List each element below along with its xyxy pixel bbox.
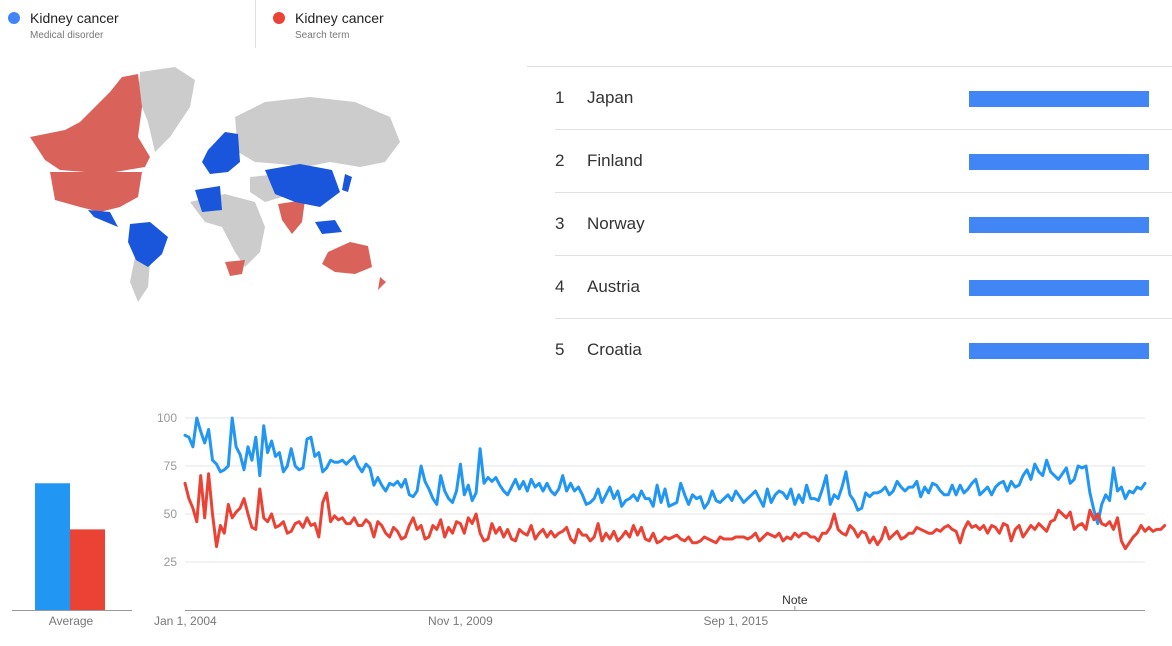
y-tick-label: 100 (157, 411, 177, 425)
legend-dot-red (273, 12, 285, 24)
legend-item-medical-disorder[interactable]: Kidney cancer Medical disorder (0, 0, 250, 48)
note-annotation[interactable]: Note (782, 593, 808, 607)
rank-value-bar (969, 217, 1149, 233)
average-chart: Average (12, 483, 132, 628)
rank-divider (555, 318, 1172, 319)
rank-country: Croatia (587, 340, 642, 359)
rank-value-bar (969, 154, 1149, 170)
rank-value-bar (969, 91, 1149, 107)
ranking-row[interactable]: 5 Croatia (555, 319, 1172, 382)
rank-divider (555, 255, 1172, 256)
x-tick-label: Sep 1, 2015 (703, 614, 768, 628)
average-label: Average (49, 614, 94, 628)
y-tick-label: 50 (164, 507, 178, 521)
rank-number: 4 (555, 277, 565, 296)
ranking-row[interactable]: 4 Austria (555, 256, 1172, 319)
map-red-regions (30, 74, 386, 290)
x-tick-label: Jan 1, 2004 (154, 614, 217, 628)
ranking-top-divider (527, 66, 1172, 67)
trend-chart[interactable]: 25 50 75 100 Jan 1, 2004 Nov 1, 2009 Sep 1, 20… (140, 380, 1172, 646)
ranking-row[interactable]: 1 Japan (555, 67, 1172, 130)
rank-divider (555, 192, 1172, 193)
legend-term: Kidney cancer (295, 10, 384, 26)
rank-divider (555, 129, 1172, 130)
rank-number: 3 (555, 214, 565, 233)
legend-type: Medical disorder (30, 30, 104, 41)
rank-number: 2 (555, 151, 565, 170)
world-map[interactable] (10, 62, 410, 307)
average-bar-2 (70, 529, 105, 610)
x-tick-label: Nov 1, 2009 (428, 614, 493, 628)
legend-item-search-term[interactable]: Kidney cancer Search term (265, 0, 515, 48)
rank-country: Japan (587, 88, 634, 107)
legend-separator (255, 0, 256, 48)
rank-country: Austria (587, 277, 640, 296)
y-tick-label: 75 (164, 459, 178, 473)
rank-number: 5 (555, 340, 565, 359)
ranking-row[interactable]: 3 Norway (555, 193, 1172, 256)
ranking-row[interactable]: 2 Finland (555, 130, 1172, 193)
series-line-1[interactable] (183, 416, 1147, 526)
legend-term: Kidney cancer (30, 10, 119, 26)
y-tick-label: 25 (164, 555, 178, 569)
map-blue-regions (88, 132, 352, 267)
average-bar-1 (35, 483, 70, 610)
rank-value-bar (969, 280, 1149, 296)
rank-number: 1 (555, 88, 565, 107)
rank-value-bar (969, 343, 1149, 359)
legend-type: Search term (295, 30, 350, 41)
rank-country: Finland (587, 151, 643, 170)
series-line-2[interactable] (183, 472, 1167, 551)
legend-dot-blue (8, 12, 20, 24)
rank-country: Norway (587, 214, 645, 233)
